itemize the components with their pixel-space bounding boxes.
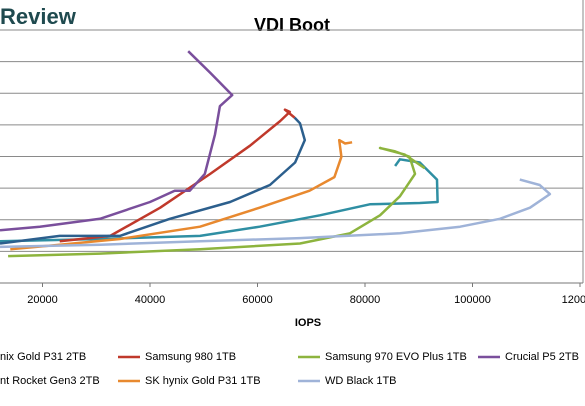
x-tick-label: 60000: [242, 294, 273, 306]
legend-label: Samsung 980 1TB: [145, 351, 236, 363]
series-line: [0, 158, 439, 243]
series-line: [10, 138, 353, 251]
series-line: [0, 116, 307, 245]
series-line: [59, 108, 296, 243]
legend-label: Samsung 970 EVO Plus 1TB: [325, 351, 467, 363]
series-line: [0, 178, 552, 249]
legend-label: WD Black 1TB: [325, 375, 397, 387]
legend-label: Crucial P5 2TB: [505, 351, 579, 363]
legend-label: nix Gold P31 2TB: [0, 351, 86, 363]
chart-title: VDI Boot: [254, 15, 330, 35]
x-tick-label: 80000: [350, 294, 381, 306]
x-axis-label: IOPS: [295, 317, 321, 329]
legend-label: SK hynix Gold P31 1TB: [145, 375, 261, 387]
x-tick-label: 40000: [135, 294, 166, 306]
x-tick-label: 100000: [454, 294, 491, 306]
series-line: [0, 50, 234, 232]
x-tick-label: 20000: [27, 294, 58, 306]
logo: Review: [0, 4, 77, 29]
x-tick-label: 120000: [562, 294, 585, 306]
legend-label: nt Rocket Gen3 2TB: [0, 375, 100, 387]
series-line: [8, 146, 426, 258]
